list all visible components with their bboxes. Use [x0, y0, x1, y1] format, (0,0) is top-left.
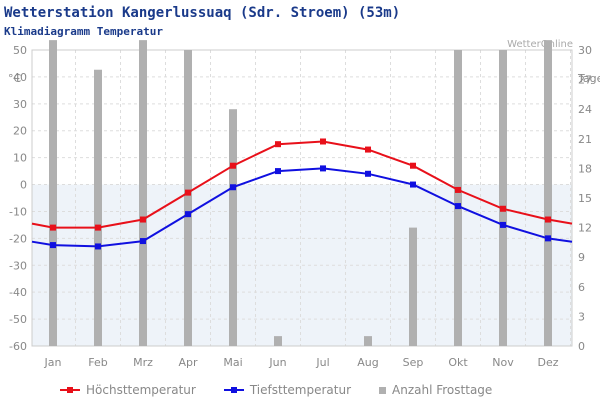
- right-tick-label: 12: [578, 222, 592, 235]
- series-point: [500, 221, 506, 228]
- frost-bar: [499, 50, 507, 346]
- series-point: [230, 162, 236, 169]
- x-tick-label: Okt: [448, 356, 468, 369]
- frost-day-bars: [49, 40, 552, 347]
- frost-bar: [409, 227, 417, 346]
- right-tick-label: 18: [578, 162, 592, 175]
- right-tick-label: 30: [578, 44, 592, 57]
- legend-item-frost: Anzahl Frosttage: [379, 383, 492, 397]
- plot-frame: [31, 49, 573, 347]
- left-tick-label: 20: [13, 125, 27, 138]
- x-tick-label: Sep: [403, 356, 424, 369]
- x-axis-ticks: Jan Feb Mrz Apr Mai Jun Jul Aug Sep Okt Nov Dez: [44, 356, 559, 369]
- right-tick-label: 24: [578, 103, 592, 116]
- x-tick-label: Apr: [178, 356, 198, 369]
- right-axis-unit: Tage: [577, 72, 600, 85]
- x-tick-label: Nov: [492, 356, 514, 369]
- series-point: [230, 184, 236, 191]
- x-tick-label: Mai: [223, 356, 242, 369]
- series-point: [50, 242, 56, 249]
- series-point: [320, 165, 326, 172]
- frost-bar: [274, 336, 282, 346]
- high-line-swatch: [60, 387, 80, 393]
- series-point: [275, 141, 281, 148]
- series-point: [320, 138, 326, 145]
- series-point: [95, 224, 101, 231]
- low-line-swatch: [223, 387, 244, 393]
- left-tick-label: -10: [9, 205, 27, 218]
- x-tick-label: Dez: [537, 356, 558, 369]
- right-tick-label: 27: [578, 74, 592, 87]
- x-tick-label: Jun: [268, 356, 286, 369]
- left-axis-ticks: 50 40 30 20 10 0 -10 -20 -30 -40 -50 -60: [9, 44, 27, 353]
- series-line: [31, 140, 573, 229]
- left-tick-label: -60: [9, 340, 27, 353]
- series-point: [365, 170, 371, 177]
- series-point: [185, 211, 191, 218]
- left-tick-label: -50: [9, 313, 27, 326]
- grid-lines: [31, 49, 573, 347]
- left-tick-label: 0: [20, 179, 27, 192]
- frost-bar-swatch: [379, 386, 387, 394]
- frost-bar: [544, 40, 552, 347]
- legend-item-low: Tiefsttemperatur: [223, 383, 352, 397]
- left-tick-label: 30: [13, 98, 27, 111]
- series-point: [275, 168, 281, 175]
- chart-title: Wetterstation Kangerlussuaq (Sdr. Stroem…: [4, 5, 401, 21]
- legend-item-high: Höchsttemperatur: [60, 383, 196, 397]
- frost-bar: [184, 50, 192, 346]
- right-tick-label: 3: [578, 310, 585, 323]
- series-point: [140, 238, 146, 245]
- left-tick-label: 50: [13, 44, 27, 57]
- left-tick-label: -30: [9, 259, 27, 272]
- right-tick-label: 15: [578, 192, 592, 205]
- x-tick-label: Jul: [315, 356, 329, 369]
- legend-frost-label: Anzahl Frosttage: [392, 383, 493, 397]
- left-axis-unit: °C: [8, 72, 22, 85]
- series-point: [545, 235, 551, 242]
- frost-bar: [229, 109, 237, 346]
- series-point: [455, 203, 461, 210]
- series-point: [140, 216, 146, 223]
- frost-bar: [139, 40, 147, 347]
- series-point: [455, 186, 461, 193]
- x-tick-label: Jan: [44, 356, 62, 369]
- left-tick-label: -40: [9, 286, 27, 299]
- series-point: [365, 146, 371, 153]
- chart-subtitle: Klimadiagramm Temperatur: [4, 25, 163, 38]
- series-point: [185, 189, 191, 196]
- x-tick-label: Mrz: [133, 356, 153, 369]
- x-tick-label: Aug: [357, 356, 378, 369]
- series-point: [95, 243, 101, 250]
- frost-bar: [94, 69, 102, 346]
- series-point: [500, 205, 506, 212]
- temperature-lines: [31, 138, 573, 250]
- right-tick-label: 9: [578, 251, 585, 264]
- legend: Höchsttemperatur Tiefsttemperatur Anzahl…: [60, 383, 492, 397]
- right-tick-label: 21: [578, 133, 592, 146]
- series-line: [31, 167, 573, 248]
- series-point: [410, 162, 416, 169]
- frost-bar: [49, 40, 57, 347]
- left-tick-label: 40: [13, 71, 27, 84]
- left-tick-label: -20: [9, 232, 27, 245]
- right-tick-label: 0: [578, 340, 585, 353]
- x-tick-label: Feb: [88, 356, 107, 369]
- legend-high-label: Höchsttemperatur: [86, 383, 196, 397]
- series-point: [50, 224, 56, 231]
- frost-bar: [364, 336, 372, 346]
- series-point: [410, 181, 416, 188]
- legend-low-label: Tiefsttemperatur: [249, 383, 352, 397]
- frost-bar: [454, 50, 462, 346]
- right-tick-label: 6: [578, 281, 585, 294]
- watermark: WetterOnline: [507, 39, 573, 50]
- left-tick-label: 10: [13, 152, 27, 165]
- series-point: [545, 216, 551, 223]
